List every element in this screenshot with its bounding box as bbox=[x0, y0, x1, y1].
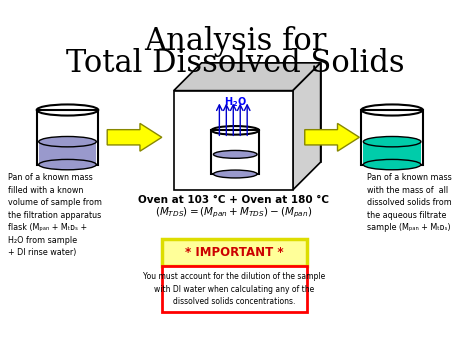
Text: $\mathregular{H_2O}$: $\mathregular{H_2O}$ bbox=[224, 95, 247, 109]
Polygon shape bbox=[173, 63, 320, 91]
Ellipse shape bbox=[39, 159, 96, 170]
Text: * IMPORTANT *: * IMPORTANT * bbox=[185, 246, 283, 259]
Ellipse shape bbox=[39, 136, 96, 147]
Ellipse shape bbox=[213, 151, 257, 158]
Polygon shape bbox=[363, 142, 421, 163]
Text: Oven at 103 °C + Oven at 180 °C: Oven at 103 °C + Oven at 180 °C bbox=[138, 195, 329, 205]
FancyArrow shape bbox=[107, 124, 162, 151]
Text: Total Dissolved Solids: Total Dissolved Solids bbox=[66, 48, 405, 79]
Polygon shape bbox=[201, 63, 320, 162]
FancyBboxPatch shape bbox=[162, 239, 307, 266]
FancyArrow shape bbox=[305, 124, 359, 151]
Text: $(M_{TDS}) = (M_{pan} + M_{TDS}) - (M_{pan})$: $(M_{TDS}) = (M_{pan} + M_{TDS}) - (M_{p… bbox=[155, 206, 312, 220]
Text: You must account for the dilution of the sample
with DI water when calculating a: You must account for the dilution of the… bbox=[143, 272, 325, 306]
Ellipse shape bbox=[363, 159, 421, 170]
Text: Pan of a known mass
filled with a known
volume of sample from
the filtration app: Pan of a known mass filled with a known … bbox=[8, 173, 102, 257]
FancyBboxPatch shape bbox=[162, 266, 307, 312]
Ellipse shape bbox=[363, 136, 421, 147]
Polygon shape bbox=[173, 91, 293, 190]
Polygon shape bbox=[293, 63, 320, 190]
Polygon shape bbox=[39, 142, 96, 163]
Text: Pan of a known mass
with the mass of  all
dissolved solids from
the aqueous filt: Pan of a known mass with the mass of all… bbox=[367, 173, 452, 232]
Text: Analysis for: Analysis for bbox=[144, 26, 327, 57]
Polygon shape bbox=[213, 154, 257, 172]
Ellipse shape bbox=[213, 170, 257, 178]
